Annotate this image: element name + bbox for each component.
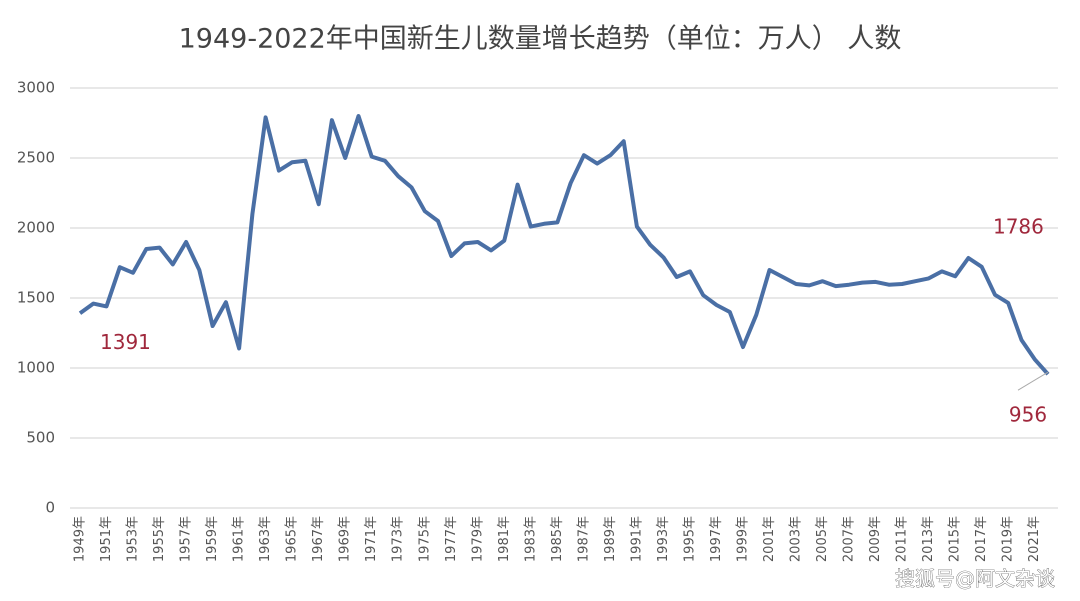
y-tick-label: 2000 [17,219,55,237]
x-tick-label: 1999年 [736,516,751,562]
x-tick-label: 2011年 [895,516,910,562]
data-line [78,114,1050,376]
data-label: 956 [1009,403,1047,427]
x-tick-label: 1957年 [179,516,194,562]
x-tick-label: 1977年 [444,516,459,562]
y-tick-label: 1000 [17,359,55,377]
data-label: 1391 [100,330,151,354]
y-tick-label: 500 [26,429,55,447]
y-tick-label: 0 [45,499,55,517]
chart-title: 1949-2022年中国新生儿数量增长趋势（单位：万人） 人数 [179,24,902,55]
x-tick-label: 1979年 [470,516,485,562]
x-tick-label: 1953年 [126,516,141,562]
x-tick-label: 1997年 [709,516,724,562]
x-tick-label: 1959年 [205,516,220,562]
x-tick-label: 1969年 [338,516,353,562]
x-tick-label: 1983年 [523,516,538,562]
x-tick-label: 2017年 [974,516,989,562]
x-tick-label: 2001年 [762,516,777,562]
x-tick-label: 1993年 [656,516,671,562]
x-tick-label: 1951年 [99,516,114,562]
x-tick-label: 1949年 [73,516,88,562]
x-tick-label: 1991年 [629,516,644,562]
x-tick-label: 1995年 [682,516,697,562]
x-tick-label: 1981年 [497,516,512,562]
x-tick-label: 1955年 [152,516,167,562]
y-tick-label: 3000 [17,79,55,97]
x-tick-label: 1985年 [550,516,565,562]
x-tick-label: 1965年 [285,516,300,562]
x-tick-label: 1963年 [258,516,273,562]
watermark: 搜狐号@阿文杂谈 [895,567,1055,591]
data-label: 1786 [993,214,1044,238]
x-tick-label: 2005年 [815,516,830,562]
x-tick-label: 2015年 [948,516,963,562]
x-tick-label: 1967年 [311,516,326,562]
x-tick-label: 1971年 [364,516,379,562]
x-tick-label: 1975年 [417,516,432,562]
y-tick-label: 2500 [17,149,55,167]
y-tick-label: 1500 [17,289,55,307]
x-tick-label: 2019年 [1001,516,1016,562]
x-tick-label: 2007年 [842,516,857,562]
x-tick-label: 2013年 [921,516,936,562]
leader-line [1017,371,1049,391]
x-tick-label: 1987年 [576,516,591,562]
x-tick-label: 2021年 [1027,516,1042,562]
x-tick-label: 2003年 [789,516,804,562]
x-tick-label: 1989年 [603,516,618,562]
x-tick-label: 1961年 [232,516,247,562]
x-tick-label: 2009年 [868,516,883,562]
x-tick-label: 1973年 [391,516,406,562]
